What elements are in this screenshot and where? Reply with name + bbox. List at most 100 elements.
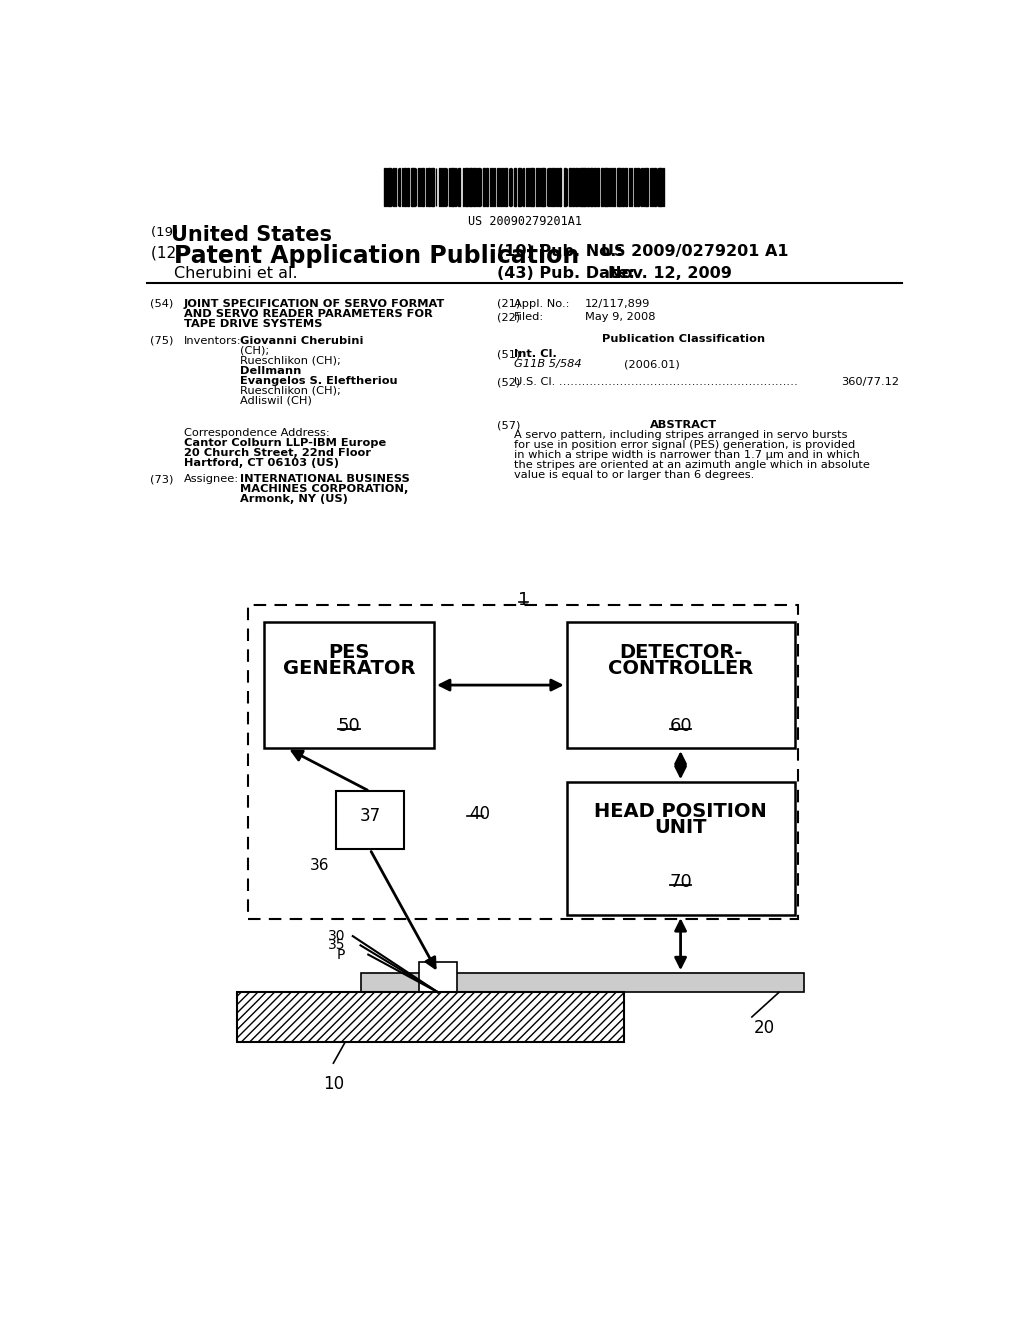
Bar: [407, 168, 409, 206]
Text: (52): (52): [497, 378, 520, 387]
Text: (10) Pub. No.:: (10) Pub. No.:: [497, 244, 629, 259]
Text: May 9, 2008: May 9, 2008: [586, 313, 655, 322]
Text: P: P: [337, 948, 345, 961]
Text: Assignee:: Assignee:: [183, 474, 239, 484]
Bar: [494, 168, 496, 206]
Text: Rueschlikon (CH);: Rueschlikon (CH);: [241, 355, 345, 366]
Bar: [418, 168, 420, 206]
Text: 10: 10: [323, 1074, 344, 1093]
Text: (2006.01): (2006.01): [624, 359, 680, 370]
Bar: [572, 168, 573, 206]
Bar: [566, 781, 795, 915]
Text: INTERNATIONAL BUSINESS: INTERNATIONAL BUSINESS: [241, 474, 411, 484]
Bar: [634, 168, 636, 206]
Text: AND SERVO READER PARAMETERS FOR: AND SERVO READER PARAMETERS FOR: [183, 309, 432, 318]
Bar: [605, 168, 607, 206]
Text: the stripes are oriented at an azimuth angle which in absolute: the stripes are oriented at an azimuth a…: [514, 461, 869, 470]
Text: CONTROLLER: CONTROLLER: [608, 659, 754, 678]
Text: Adliswil (CH): Adliswil (CH): [241, 396, 312, 405]
Text: in which a stripe width is narrower than 1.7 μm and in which: in which a stripe width is narrower than…: [514, 450, 860, 461]
Text: (19): (19): [152, 226, 182, 239]
Text: Inventors:: Inventors:: [183, 335, 242, 346]
Text: Correspondence Address:: Correspondence Address:: [183, 428, 330, 438]
Text: 37: 37: [359, 807, 380, 825]
Bar: [483, 168, 484, 206]
Bar: [413, 168, 415, 206]
Text: Appl. No.:: Appl. No.:: [514, 298, 569, 309]
Text: Int. Cl.: Int. Cl.: [514, 350, 557, 359]
Bar: [525, 168, 527, 206]
Text: HEAD POSITION: HEAD POSITION: [594, 803, 767, 821]
Bar: [660, 168, 662, 206]
Text: MACHINES CORPORATION,: MACHINES CORPORATION,: [241, 484, 409, 494]
Bar: [465, 168, 467, 206]
Text: PES: PES: [328, 644, 370, 663]
Text: A servo pattern, including stripes arranged in servo bursts: A servo pattern, including stripes arran…: [514, 430, 848, 440]
Text: (57): (57): [497, 420, 520, 430]
Bar: [248, 605, 799, 919]
Text: value is equal to or larger than 6 degrees.: value is equal to or larger than 6 degre…: [514, 470, 755, 480]
Bar: [336, 792, 403, 849]
Text: (54): (54): [150, 298, 173, 309]
Text: (73): (73): [150, 474, 173, 484]
Bar: [654, 168, 655, 206]
Bar: [263, 622, 434, 748]
Text: (75): (75): [150, 335, 173, 346]
Text: Filed:: Filed:: [514, 313, 544, 322]
Text: JOINT SPECIFICATION OF SERVO FORMAT: JOINT SPECIFICATION OF SERVO FORMAT: [183, 298, 445, 309]
Bar: [569, 168, 571, 206]
Bar: [646, 168, 648, 206]
Text: Giovanni Cherubini: Giovanni Cherubini: [241, 335, 364, 346]
Bar: [514, 168, 515, 206]
Text: for use in position error signal (PES) generation, is provided: for use in position error signal (PES) g…: [514, 441, 855, 450]
Bar: [557, 168, 558, 206]
Bar: [541, 168, 543, 206]
Bar: [394, 168, 396, 206]
Text: 36: 36: [310, 858, 330, 873]
Bar: [388, 168, 391, 206]
Text: Evangelos S. Eleftheriou: Evangelos S. Eleftheriou: [241, 376, 398, 385]
Text: Hartford, CT 06103 (US): Hartford, CT 06103 (US): [183, 458, 339, 467]
Bar: [403, 168, 407, 206]
Bar: [625, 168, 627, 206]
Bar: [652, 168, 653, 206]
Text: 30: 30: [328, 929, 345, 942]
Text: 20 Church Street, 22nd Floor: 20 Church Street, 22nd Floor: [183, 447, 371, 458]
Text: 35: 35: [328, 939, 345, 952]
Bar: [536, 168, 538, 206]
Bar: [458, 168, 461, 206]
Bar: [585, 168, 586, 206]
Text: 70: 70: [670, 873, 692, 891]
Text: 360/77.12: 360/77.12: [841, 378, 899, 387]
Text: TAPE DRIVE SYSTEMS: TAPE DRIVE SYSTEMS: [183, 318, 323, 329]
Text: Cantor Colburn LLP-IBM Europe: Cantor Colburn LLP-IBM Europe: [183, 438, 386, 447]
Text: Dellmann: Dellmann: [241, 366, 302, 375]
Text: (CH);: (CH);: [241, 346, 273, 355]
Bar: [566, 622, 795, 748]
Text: ABSTRACT: ABSTRACT: [650, 420, 717, 430]
Text: Armonk, NY (US): Armonk, NY (US): [241, 494, 348, 504]
Text: Nov. 12, 2009: Nov. 12, 2009: [608, 267, 732, 281]
Text: US 20090279201A1: US 20090279201A1: [468, 215, 582, 228]
Bar: [575, 168, 577, 206]
Text: 12/117,899: 12/117,899: [586, 298, 650, 309]
Text: US 2009/0279201 A1: US 2009/0279201 A1: [601, 244, 788, 259]
Bar: [608, 168, 610, 206]
Text: (43) Pub. Date:: (43) Pub. Date:: [497, 267, 635, 281]
Text: (21): (21): [497, 298, 520, 309]
Bar: [442, 168, 444, 206]
Bar: [426, 168, 427, 206]
Bar: [478, 168, 480, 206]
Bar: [592, 168, 593, 206]
Text: United States: United States: [171, 224, 333, 244]
Text: (51): (51): [497, 350, 520, 359]
Text: (12): (12): [152, 246, 187, 260]
Text: 20: 20: [755, 1019, 775, 1038]
Bar: [663, 168, 665, 206]
Bar: [530, 168, 532, 206]
Text: U.S. Cl. ………………………………………………………: U.S. Cl. ………………………………………………………: [514, 378, 798, 387]
Bar: [237, 993, 624, 1043]
Bar: [649, 168, 651, 206]
Text: (22): (22): [497, 313, 520, 322]
Text: G11B 5/584: G11B 5/584: [514, 359, 582, 370]
